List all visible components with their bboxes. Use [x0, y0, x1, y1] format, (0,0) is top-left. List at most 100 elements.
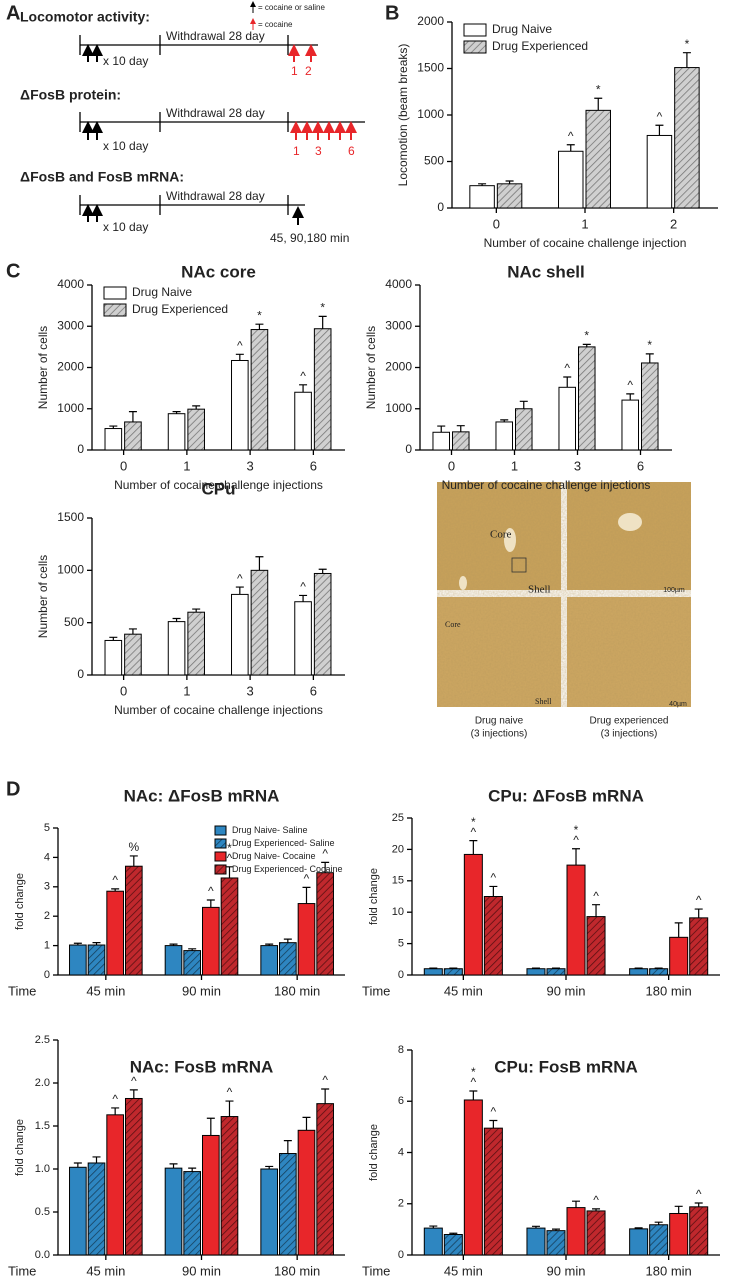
- y-tick-label: 4000: [57, 277, 84, 291]
- bar: [649, 968, 669, 976]
- bar: [646, 134, 673, 209]
- error-bar: [111, 888, 120, 892]
- bar: [526, 1227, 546, 1256]
- bar: [124, 633, 142, 676]
- x-axis-label: Time: [362, 983, 390, 998]
- error-bar: [626, 393, 635, 401]
- error-bar: [634, 1227, 643, 1229]
- error-bar: [321, 861, 330, 873]
- y-tick-label: 5: [44, 822, 50, 834]
- bar: [641, 362, 659, 451]
- y-tick-label: 0: [44, 969, 50, 981]
- error-bar: [321, 1088, 330, 1104]
- bar: [585, 109, 611, 209]
- significance-marker: ^: [322, 1073, 328, 1087]
- x-tick-label: 1: [511, 458, 518, 473]
- x-axis-label: Number of cocaine challenge injections: [114, 703, 323, 717]
- error-bar: [225, 866, 234, 878]
- bar: [526, 968, 546, 976]
- bar: [423, 968, 443, 976]
- x-tick-label: 3: [247, 683, 254, 698]
- significance-marker: ^: [696, 1187, 702, 1201]
- bar: [316, 872, 334, 976]
- significance-marker: *: [596, 82, 601, 96]
- bar: [443, 1234, 463, 1256]
- error-bar: [92, 942, 101, 946]
- bar: [496, 183, 523, 209]
- bar: [106, 890, 124, 976]
- error-bar: [318, 315, 327, 329]
- bar: [432, 431, 451, 451]
- y-axis-label: fold change: [14, 873, 26, 930]
- bar: [69, 944, 87, 976]
- significance-marker: ^: [593, 1193, 599, 1207]
- x-tick-label: 90 min: [546, 1263, 585, 1278]
- bar: [164, 945, 183, 976]
- significance-marker: ^: [657, 109, 663, 123]
- bar: [164, 1167, 183, 1256]
- chart-title: NAc: ΔFosB mRNA: [124, 786, 280, 805]
- bar: [260, 1168, 279, 1256]
- y-axis-label: Number of cells: [36, 326, 50, 409]
- legend-swatch: [103, 286, 127, 300]
- withdrawal-label: Withdrawal 28 day: [166, 29, 265, 43]
- protocol: = cocaine or saline = cocaine Locomotor …: [20, 1, 365, 245]
- error-bar: [283, 1140, 292, 1154]
- y-tick-label: 5: [398, 938, 404, 950]
- y-tick-label: 0: [398, 969, 404, 981]
- error-bar: [456, 425, 465, 432]
- legend-swatch: [463, 23, 487, 37]
- error-bar: [489, 1119, 498, 1129]
- error-bar: [225, 1100, 234, 1117]
- bar: [69, 1166, 87, 1256]
- bar: [566, 864, 586, 976]
- x-axis-label: Number of cocaine challenge injections: [114, 478, 323, 492]
- caption: Drug naive: [475, 716, 524, 727]
- x-axis-label: Time: [8, 983, 36, 998]
- legend-swatch: [214, 825, 227, 836]
- bar: [483, 1127, 503, 1256]
- y-tick-label: 3000: [385, 318, 412, 332]
- x-axis-label: Time: [362, 1263, 390, 1278]
- error-bar: [469, 840, 478, 855]
- y-tick-label: 10: [392, 906, 404, 918]
- bar: [558, 150, 584, 209]
- x-tick-label: 1: [183, 683, 190, 698]
- repeat-label: x 10 day: [103, 220, 148, 234]
- y-tick-label: 6: [398, 1095, 404, 1107]
- significance-marker: ^: [471, 1075, 477, 1089]
- timepoints-label: 45, 90,180 min: [270, 231, 349, 245]
- significance-marker: *: [320, 301, 325, 315]
- bar: [231, 359, 249, 451]
- bar: [183, 950, 202, 976]
- error-bar: [645, 353, 654, 363]
- significance-marker: ^: [568, 129, 574, 143]
- y-tick-label: 1000: [57, 401, 84, 415]
- y-tick-label: 8: [398, 1044, 404, 1056]
- error-bar: [682, 52, 691, 68]
- x-tick-label: 6: [310, 458, 317, 473]
- bar: [231, 593, 249, 676]
- challenge-label: 6: [348, 144, 355, 158]
- bar: [124, 865, 143, 976]
- y-tick-label: 1: [44, 940, 50, 952]
- error-bar: [255, 323, 264, 330]
- error-bar: [302, 1116, 311, 1131]
- y-tick-label: 1.0: [35, 1163, 50, 1175]
- protocol-title: ΔFosB protein:: [20, 87, 121, 103]
- bar: [87, 1162, 106, 1256]
- caption: (3 injections): [601, 729, 658, 740]
- error-bar: [551, 1228, 560, 1231]
- significance-marker: *: [471, 1065, 476, 1079]
- bar: [183, 1171, 202, 1256]
- bar: [250, 569, 269, 676]
- bar: [187, 408, 205, 451]
- significance-marker: *: [227, 841, 232, 855]
- error-bar: [655, 124, 664, 136]
- y-tick-label: 500: [64, 615, 84, 629]
- error-bar: [582, 343, 591, 347]
- bar: [279, 942, 297, 976]
- scale-label: 100µm: [663, 587, 685, 594]
- error-bar: [169, 943, 178, 946]
